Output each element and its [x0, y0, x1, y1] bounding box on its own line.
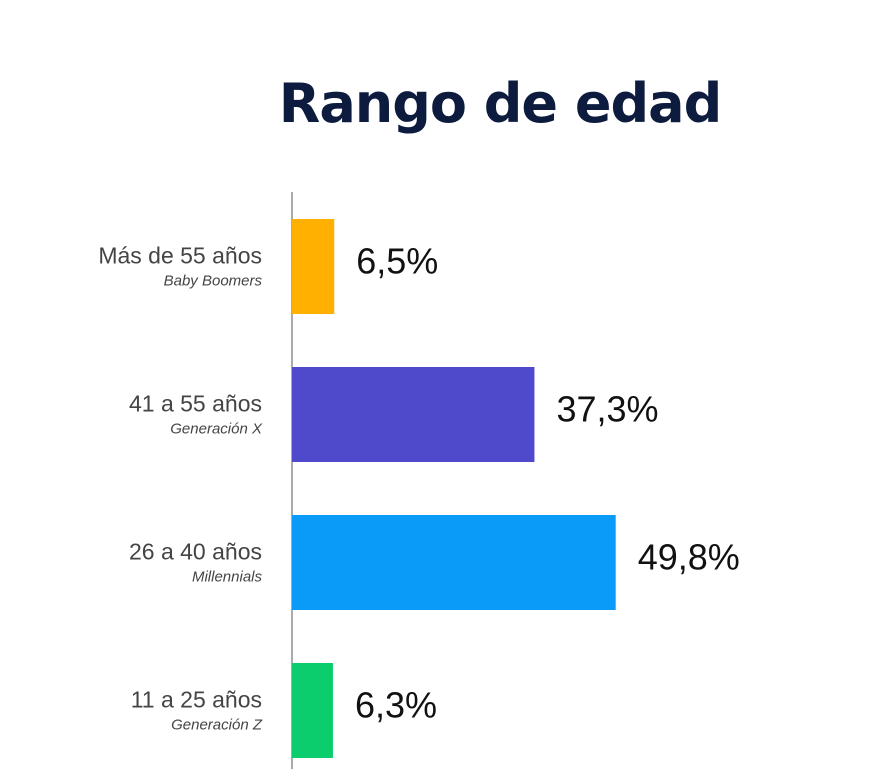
category-sublabel: Generación X	[170, 421, 263, 438]
category-sublabel: Generación Z	[171, 717, 263, 734]
data-label: 49,8%	[638, 537, 740, 578]
bar	[292, 219, 335, 314]
category-label: Más de 55 años	[98, 243, 262, 269]
category-label: 11 a 25 años	[131, 687, 262, 713]
category-sublabel: Baby Boomers	[164, 273, 263, 290]
chart-title: Rango de edad	[278, 72, 722, 135]
category-label: 26 a 40 años	[129, 539, 262, 565]
data-label: 37,3%	[556, 389, 658, 430]
bar	[292, 663, 333, 758]
bar	[292, 367, 535, 462]
data-label: 6,5%	[356, 241, 438, 282]
category-label: 41 a 55 años	[129, 391, 262, 417]
bar	[292, 515, 616, 610]
data-label: 6,3%	[355, 685, 437, 726]
category-sublabel: Millennials	[192, 569, 263, 586]
